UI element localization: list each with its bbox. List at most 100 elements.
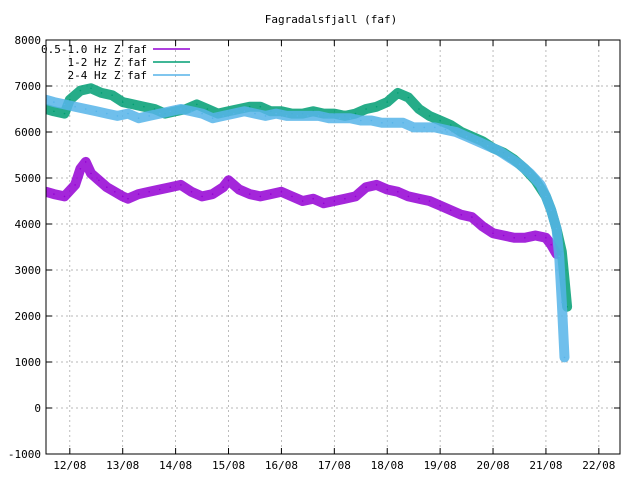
data-point-3 [412, 126, 415, 129]
data-point-3 [508, 156, 510, 159]
data-point-3 [317, 115, 320, 117]
data-point-3 [106, 112, 108, 115]
data-point-1 [227, 179, 230, 182]
data-point-3 [127, 112, 129, 115]
data-point-1 [502, 234, 505, 237]
data-point-2 [407, 96, 410, 99]
data-point-1 [74, 184, 76, 186]
data-point-3 [243, 110, 246, 113]
data-point-3 [360, 119, 362, 122]
data-point-3 [545, 195, 547, 198]
data-point-1 [534, 234, 537, 237]
data-point-1 [407, 195, 410, 198]
data-point-3 [402, 122, 404, 124]
data-point-3 [561, 301, 563, 304]
data-point-1 [312, 197, 315, 200]
y-tick-label: 3000 [15, 264, 42, 277]
x-tick-label: 16/08 [265, 459, 298, 472]
data-point-2 [53, 110, 55, 113]
data-point-3 [95, 110, 98, 113]
data-point-3 [275, 112, 277, 115]
data-point-3 [222, 115, 224, 117]
series-layer [46, 83, 573, 363]
data-point-3 [391, 122, 394, 124]
data-point-3 [455, 131, 457, 133]
data-point-2 [143, 105, 145, 108]
data-point-3 [169, 110, 172, 113]
data-point-2 [397, 92, 399, 94]
data-point-3 [264, 115, 267, 117]
data-point-2 [90, 87, 92, 90]
data-point-1 [106, 186, 108, 188]
data-point-1 [248, 193, 251, 195]
data-point-2 [449, 124, 452, 126]
data-point-1 [84, 161, 87, 163]
data-point-1 [354, 195, 357, 198]
data-point-3 [296, 115, 299, 117]
data-point-1 [121, 195, 124, 198]
data-point-3 [370, 119, 373, 122]
data-point-1 [137, 193, 140, 195]
y-tick-label: -1000 [8, 448, 41, 461]
data-point-1 [449, 209, 452, 211]
x-tick-label: 18/08 [371, 459, 404, 472]
data-point-1 [190, 191, 193, 193]
y-tick-label: 5000 [15, 172, 42, 185]
plot-frame [45, 39, 621, 455]
data-point-2 [132, 103, 135, 106]
y-tick-label: 2000 [15, 310, 42, 323]
data-point-2 [121, 101, 124, 103]
series-line-1 [46, 156, 562, 259]
legend-label-2: 1-2 Hz Z faf [68, 56, 147, 69]
grid [46, 40, 620, 454]
data-point-1 [169, 186, 172, 188]
data-point-2 [196, 103, 198, 106]
data-point-3 [563, 356, 566, 359]
data-point-1 [481, 225, 484, 228]
y-tick-label: 0 [34, 402, 41, 415]
data-point-1 [428, 200, 431, 202]
data-point-1 [439, 204, 441, 207]
data-point-3 [137, 117, 140, 119]
data-point-1 [513, 237, 515, 239]
data-point-1 [471, 216, 473, 218]
data-point-3 [233, 112, 235, 115]
data-point-2 [428, 115, 431, 117]
x-tick-label: 21/08 [529, 459, 562, 472]
data-point-3 [74, 105, 76, 108]
data-point-1 [545, 237, 547, 239]
data-point-3 [434, 126, 436, 129]
data-point-1 [524, 237, 526, 239]
data-point-1 [301, 200, 304, 202]
data-point-1 [322, 202, 325, 205]
legend-label-3: 2-4 Hz Z faf [68, 69, 147, 82]
data-point-3 [497, 149, 500, 152]
data-point-1 [418, 197, 420, 200]
data-point-2 [79, 89, 82, 92]
data-point-3 [53, 101, 55, 103]
data-point-3 [190, 110, 193, 113]
x-tick-label: 17/08 [318, 459, 351, 472]
data-point-3 [529, 172, 531, 175]
data-point-1 [127, 197, 129, 200]
data-point-1 [222, 186, 224, 188]
x-tick-label: 12/08 [53, 459, 86, 472]
data-point-2 [386, 101, 389, 103]
data-point-1 [63, 195, 66, 198]
data-point-2 [206, 108, 209, 110]
data-point-1 [148, 191, 150, 193]
data-point-2 [63, 112, 66, 115]
x-tick-label: 20/08 [476, 459, 509, 472]
data-point-1 [79, 168, 82, 170]
data-point-1 [180, 184, 182, 186]
data-point-1 [333, 200, 336, 202]
data-point-3 [285, 115, 288, 117]
data-point-3 [180, 108, 182, 110]
data-point-2 [439, 119, 441, 122]
data-point-1 [492, 232, 494, 234]
y-tick-label: 1000 [15, 356, 42, 369]
data-point-3 [486, 145, 489, 147]
legend-label-1: 0.5-1.0 Hz Z faf [41, 43, 147, 56]
